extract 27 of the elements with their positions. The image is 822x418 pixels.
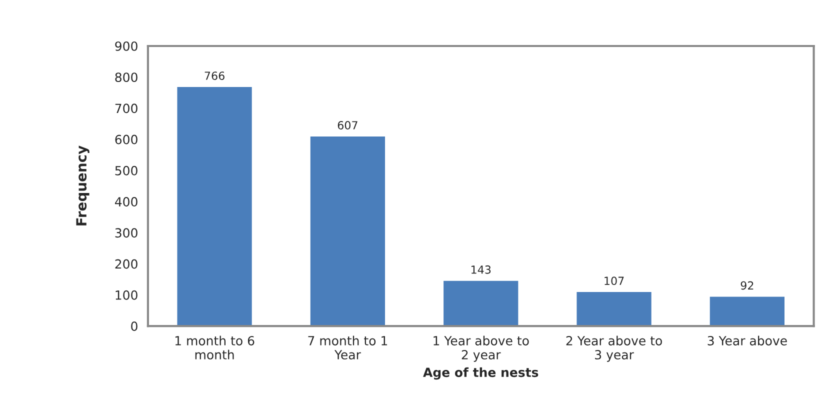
- x-axis-title: Age of the nests: [423, 367, 538, 380]
- y-tick-label: 800: [115, 72, 138, 82]
- y-tick-label: 400: [114, 197, 138, 206]
- y-tick-label: 0: [131, 322, 138, 331]
- bar: [310, 136, 386, 326]
- x-tick-label: 1 Year above to 2 year: [434, 336, 529, 362]
- data-label: 766: [204, 72, 224, 80]
- y-tick-label: 500: [115, 166, 138, 176]
- bar: [710, 296, 785, 326]
- y-tick-label: 300: [115, 228, 138, 238]
- bar: [177, 86, 252, 326]
- y-tick-label: 600: [115, 134, 138, 144]
- data-label: 107: [604, 276, 624, 286]
- y-tick-label: 900: [115, 41, 138, 51]
- x-tick-label: 3 Year above: [708, 336, 787, 346]
- x-tick-label: 2 Year above to 3 year: [566, 336, 662, 362]
- y-tick-label: 700: [115, 104, 138, 114]
- data-label: 92: [740, 281, 754, 290]
- bar: [576, 292, 652, 326]
- x-tick-label: 7 month to 1 Year: [308, 336, 388, 360]
- y-tick-label: 100: [116, 290, 138, 300]
- y-axis-title: Frequency: [76, 146, 90, 226]
- y-tick-label: 200: [115, 259, 138, 269]
- bar: [444, 280, 518, 326]
- data-label: 143: [471, 265, 491, 274]
- x-tick-label: 1 month to 6 month: [175, 336, 254, 360]
- data-label: 607: [338, 121, 358, 130]
